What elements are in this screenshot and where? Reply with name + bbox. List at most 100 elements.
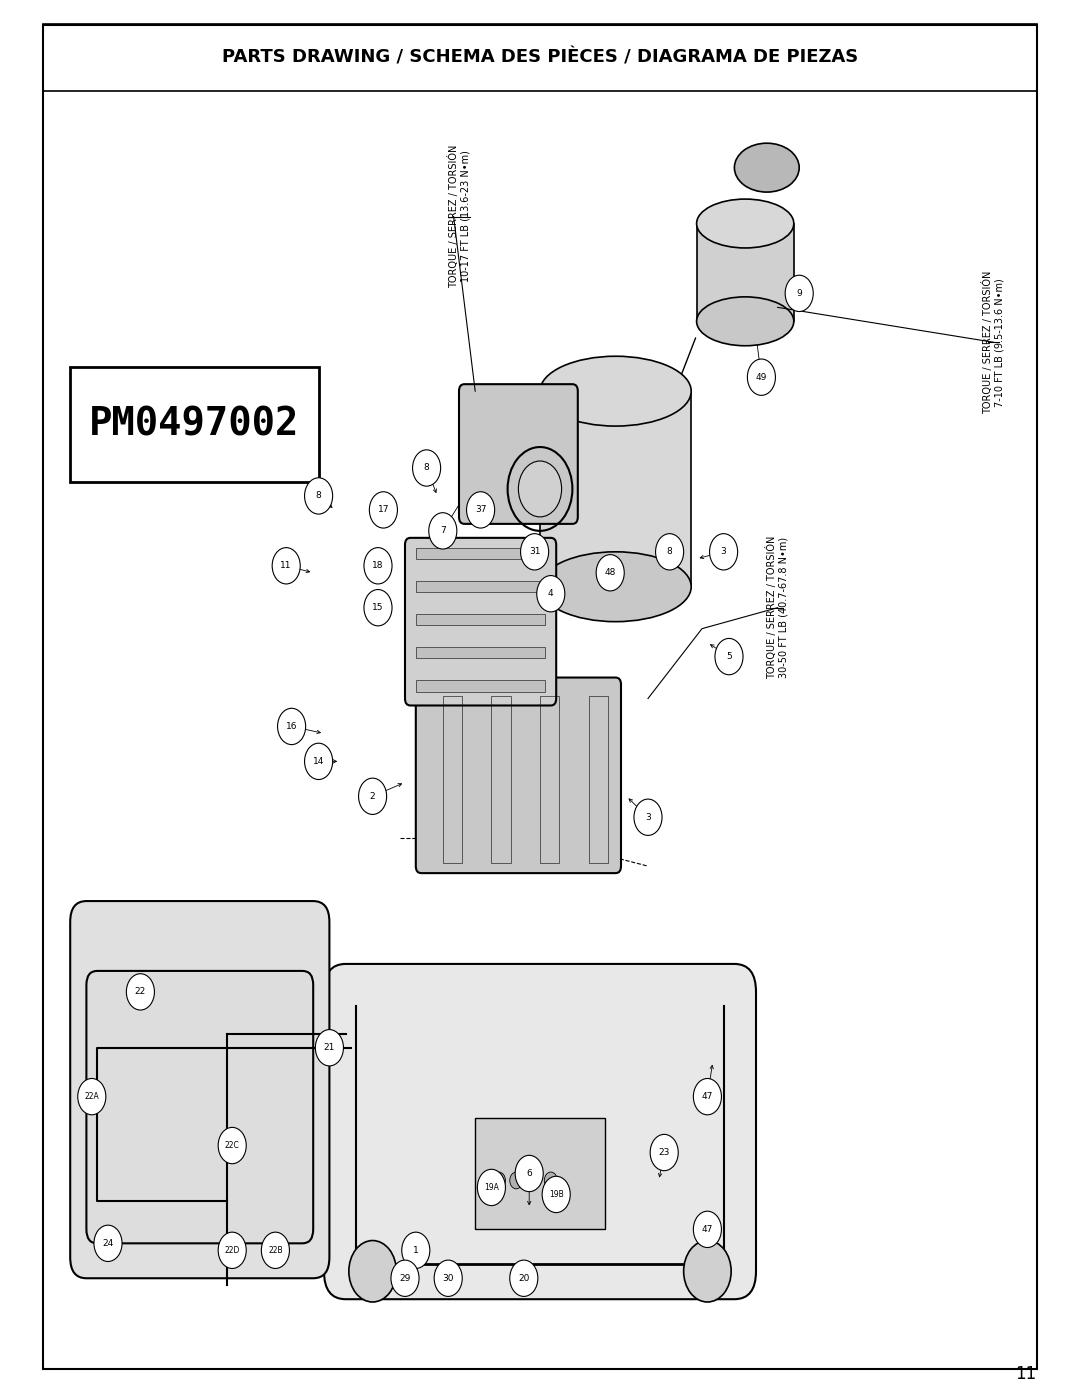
Ellipse shape — [540, 552, 691, 622]
Circle shape — [402, 1232, 430, 1268]
Bar — [589, 696, 608, 863]
Text: 37: 37 — [475, 506, 486, 514]
Bar — [491, 696, 511, 863]
Circle shape — [542, 1176, 570, 1213]
Circle shape — [126, 974, 154, 1010]
Ellipse shape — [697, 200, 794, 249]
Bar — [416, 680, 545, 692]
Bar — [697, 224, 794, 321]
Text: 20: 20 — [518, 1274, 529, 1282]
FancyBboxPatch shape — [459, 384, 578, 524]
Circle shape — [467, 492, 495, 528]
Text: TORQUE / SERREZ / TORSIÓN
7-10 FT LB (9.5-13.6 N•m): TORQUE / SERREZ / TORSIÓN 7-10 FT LB (9.… — [983, 271, 1004, 414]
Text: 47: 47 — [702, 1092, 713, 1101]
Text: 8: 8 — [666, 548, 673, 556]
Text: 47: 47 — [702, 1225, 713, 1234]
Bar — [540, 391, 691, 587]
Text: 5: 5 — [726, 652, 732, 661]
Circle shape — [278, 708, 306, 745]
Text: 8: 8 — [423, 464, 430, 472]
Circle shape — [492, 1172, 505, 1189]
Text: 8: 8 — [315, 492, 322, 500]
Circle shape — [710, 534, 738, 570]
Circle shape — [349, 1241, 396, 1302]
Circle shape — [272, 548, 300, 584]
Text: 24: 24 — [103, 1239, 113, 1248]
Circle shape — [261, 1232, 289, 1268]
Circle shape — [656, 534, 684, 570]
Text: 21: 21 — [324, 1044, 335, 1052]
Text: 14: 14 — [313, 757, 324, 766]
Circle shape — [364, 590, 392, 626]
Text: 3: 3 — [720, 548, 727, 556]
Circle shape — [305, 743, 333, 780]
Text: PM0497002: PM0497002 — [90, 405, 299, 444]
FancyBboxPatch shape — [70, 901, 329, 1278]
FancyBboxPatch shape — [86, 971, 313, 1243]
Ellipse shape — [518, 461, 562, 517]
Ellipse shape — [540, 356, 691, 426]
Circle shape — [715, 638, 743, 675]
Bar — [443, 696, 462, 863]
Text: 7: 7 — [440, 527, 446, 535]
Text: 11: 11 — [281, 562, 292, 570]
Circle shape — [94, 1225, 122, 1261]
Circle shape — [391, 1260, 419, 1296]
Circle shape — [684, 1241, 731, 1302]
Bar — [416, 581, 545, 592]
Circle shape — [693, 1211, 721, 1248]
Circle shape — [218, 1232, 246, 1268]
Text: 22D: 22D — [225, 1246, 240, 1255]
Ellipse shape — [734, 144, 799, 193]
Text: 48: 48 — [605, 569, 616, 577]
Circle shape — [544, 1172, 557, 1189]
Text: 22B: 22B — [268, 1246, 283, 1255]
Circle shape — [634, 799, 662, 835]
Bar — [416, 548, 545, 559]
Text: 22A: 22A — [84, 1092, 99, 1101]
Bar — [416, 647, 545, 658]
Circle shape — [78, 1078, 106, 1115]
Text: 29: 29 — [400, 1274, 410, 1282]
FancyBboxPatch shape — [43, 24, 1037, 91]
Ellipse shape — [697, 298, 794, 345]
Text: 30: 30 — [443, 1274, 454, 1282]
Text: 1: 1 — [413, 1246, 419, 1255]
Circle shape — [515, 1155, 543, 1192]
Text: 16: 16 — [286, 722, 297, 731]
Circle shape — [434, 1260, 462, 1296]
Circle shape — [510, 1260, 538, 1296]
Text: 22C: 22C — [225, 1141, 240, 1150]
Text: TORQUE / SERREZ / TORSIÓN
10-17 FT LB (13.6-23 N•m): TORQUE / SERREZ / TORSIÓN 10-17 FT LB (1… — [448, 145, 470, 288]
Text: TORQUE / SERREZ / TORSIÓN
30-50 FT LB (40.7-67.8 N•m): TORQUE / SERREZ / TORSIÓN 30-50 FT LB (4… — [767, 536, 788, 679]
Text: 11: 11 — [1015, 1365, 1037, 1383]
Circle shape — [537, 576, 565, 612]
Circle shape — [429, 513, 457, 549]
Circle shape — [596, 555, 624, 591]
Bar — [540, 696, 559, 863]
Text: PARTS DRAWING / SCHEMA DES PIÈCES / DIAGRAMA DE PIEZAS: PARTS DRAWING / SCHEMA DES PIÈCES / DIAG… — [221, 49, 859, 66]
Text: 4: 4 — [548, 590, 554, 598]
FancyBboxPatch shape — [405, 538, 556, 705]
Text: 18: 18 — [373, 562, 383, 570]
Text: 3: 3 — [645, 813, 651, 821]
Circle shape — [305, 478, 333, 514]
Circle shape — [359, 778, 387, 814]
Circle shape — [693, 1078, 721, 1115]
Bar — [475, 1118, 605, 1229]
FancyBboxPatch shape — [70, 367, 319, 482]
Circle shape — [747, 359, 775, 395]
Circle shape — [369, 492, 397, 528]
Circle shape — [218, 1127, 246, 1164]
Circle shape — [527, 1172, 540, 1189]
Circle shape — [521, 534, 549, 570]
FancyBboxPatch shape — [324, 964, 756, 1299]
Circle shape — [650, 1134, 678, 1171]
Circle shape — [413, 450, 441, 486]
Text: 2: 2 — [369, 792, 376, 800]
Text: 19A: 19A — [484, 1183, 499, 1192]
Circle shape — [477, 1169, 505, 1206]
Text: 15: 15 — [373, 604, 383, 612]
Text: 19B: 19B — [549, 1190, 564, 1199]
Text: 9: 9 — [796, 289, 802, 298]
